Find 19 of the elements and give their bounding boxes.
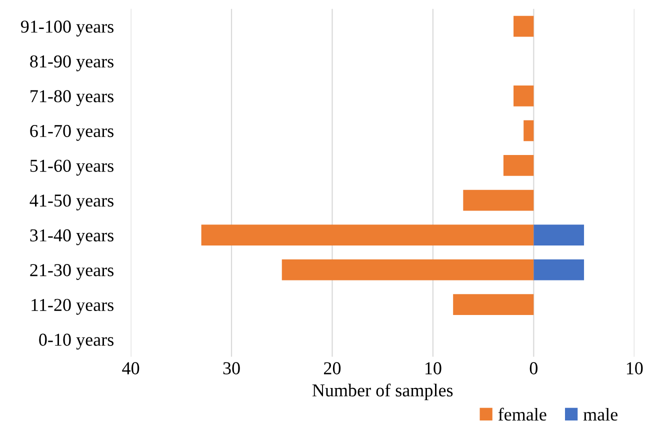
y-tick-label: 51-60 years: [30, 160, 114, 176]
y-tick-label: 0-10 years: [39, 334, 114, 350]
x-tick-label: 10: [626, 362, 643, 374]
x-tick-label: 20: [324, 362, 341, 374]
x-tick-label: 0: [530, 362, 538, 374]
y-tick-label: 61-70 years: [30, 124, 114, 141]
y-tick-label: 71-80 years: [30, 90, 114, 106]
y-tick-label: 31-40 years: [30, 229, 114, 246]
legend-label: male: [583, 408, 618, 421]
y-tick-label: 21-30 years: [30, 264, 114, 280]
x-tick-label: 10: [426, 362, 442, 374]
legend-label: female: [498, 408, 546, 421]
y-tick-label: 91-100 years: [20, 20, 114, 36]
x-tick-label: 30: [223, 362, 240, 374]
y-tick-label: 41-50 years: [30, 194, 114, 210]
y-tick-label: 81-90 years: [30, 55, 114, 72]
x-axis-title: Number of samples: [312, 384, 453, 400]
x-tick-label: 40: [122, 362, 140, 374]
y-tick-label: 11-20 years: [32, 298, 114, 315]
